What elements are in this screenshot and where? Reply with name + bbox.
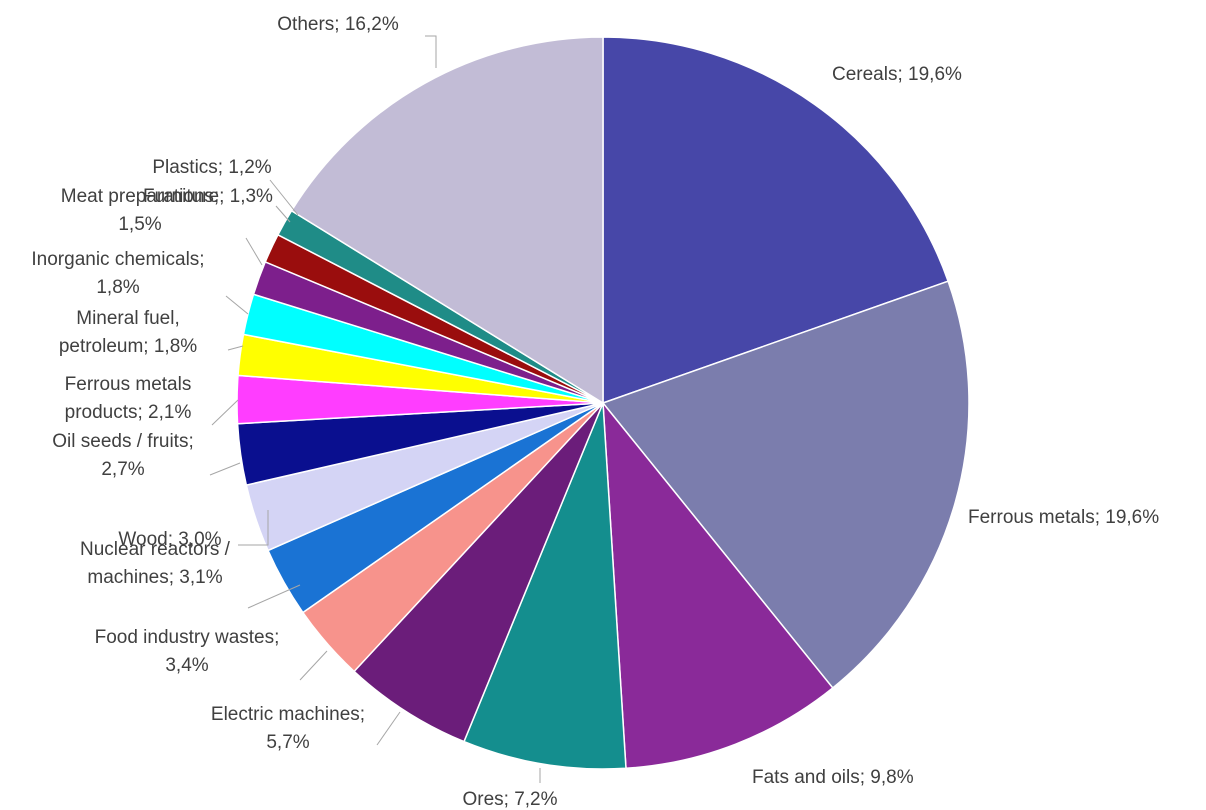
slice-label-line: Ores; 7,2% (462, 789, 557, 810)
slice-label-line: Wood; 3,0% (118, 529, 221, 550)
slice-label: Electric machines; 5,7% (211, 704, 365, 753)
slice-label: Nuclear reactors / machines; 3,1% (80, 539, 231, 588)
slice-label-line: products; 2,1% (65, 402, 192, 423)
leader-line (247, 584, 301, 609)
slice-label: Ores; 7,2% (462, 789, 557, 810)
pie-slice-fats-and-oils (602, 400, 834, 770)
slice-label-line: 1,5% (118, 214, 161, 235)
pie-slice-others (290, 36, 604, 405)
slice-label: Plastics; 1,2% (152, 157, 271, 178)
slice-label-line: Food industry wastes; (95, 627, 280, 648)
leader-line (211, 399, 239, 426)
slice-label-line: Cereals; 19,6% (832, 64, 962, 85)
slice-label: Meat preparations; 1,5% (61, 186, 219, 235)
leader-line (376, 711, 401, 746)
slice-label-line: 3,4% (165, 655, 208, 676)
slice-label-line: 2,7% (101, 459, 144, 480)
slice-label-line: 1,8% (96, 277, 139, 298)
slice-label-line: petroleum; 1,8% (59, 336, 197, 357)
slice-labels: Cereals; 19,6% Ferrous metals; 19,6% Fats … (31, 14, 1159, 810)
slice-label-line: Oil seeds / fruits; (52, 431, 194, 452)
slice-label-line: Plastics; 1,2% (152, 157, 271, 178)
leader-line (238, 510, 269, 546)
leader-line (299, 650, 328, 681)
slice-label: Fats and oils; 9,8% (752, 767, 914, 788)
slice-label-line: Meat preparations; (61, 186, 219, 207)
slice-label-line: Mineral fuel, (76, 308, 180, 329)
slice-label: Oil seeds / fruits; 2,7% (52, 431, 194, 480)
slice-label: Furniture; 1,3% (143, 186, 273, 207)
leader-line (209, 462, 241, 476)
slice-label-line: Furniture; 1,3% (143, 186, 273, 207)
slice-label-line: Ferrous metals; 19,6% (968, 507, 1159, 528)
leader-line (245, 237, 263, 266)
leader-line (425, 35, 437, 68)
slice-label: Inorganic chemicals; 1,8% (31, 249, 204, 298)
pie-slice-ores (463, 402, 627, 770)
slice-label: Ferrous metals products; 2,1% (65, 374, 192, 423)
slice-label-line: Electric machines; (211, 704, 365, 725)
leader-line (225, 295, 249, 315)
slice-label-line: Fats and oils; 9,8% (752, 767, 914, 788)
slice-label: Mineral fuel, petroleum; 1,8% (59, 308, 197, 357)
pie-slices (236, 36, 970, 770)
leader-line (269, 179, 299, 216)
slice-label-line: Ferrous metals (65, 374, 192, 395)
slice-label: Food industry wastes; 3,4% (95, 627, 280, 676)
slice-label-line: Others; 16,2% (277, 14, 399, 35)
slice-label-line: Nuclear reactors / (80, 539, 231, 560)
pie-slice-electric-machines (353, 402, 604, 743)
leader-lines (209, 35, 541, 783)
slice-label-line: machines; 3,1% (87, 567, 222, 588)
slice-label: Wood; 3,0% (118, 529, 221, 550)
slice-label: Ferrous metals; 19,6% (968, 507, 1159, 528)
slice-label: Cereals; 19,6% (832, 64, 962, 85)
leader-line (227, 345, 244, 351)
leader-line (275, 205, 291, 223)
slice-label-line: Inorganic chemicals; (31, 249, 204, 270)
slice-label-line: 5,7% (266, 732, 309, 753)
pie-slice-ferrous-metals (601, 280, 970, 689)
slice-label: Others; 16,2% (277, 14, 399, 35)
